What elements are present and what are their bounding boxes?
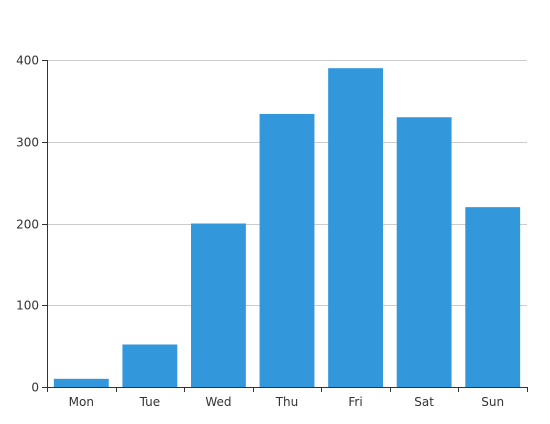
y-tick-label: 300 xyxy=(16,136,39,150)
bar-tue xyxy=(122,344,178,387)
y-tick-label: 100 xyxy=(16,299,39,313)
bar-thu xyxy=(259,113,315,387)
x-tick-label-sat: Sat xyxy=(414,395,434,409)
axes xyxy=(42,60,528,392)
x-tick-label-fri: Fri xyxy=(348,395,362,409)
x-axis-tick-labels: Mon Tue Wed Thu Fri Sat Sun xyxy=(69,395,504,409)
y-axis-tick-labels: 0 100 200 300 400 xyxy=(16,54,39,395)
x-tick-label-mon: Mon xyxy=(69,395,94,409)
y-tick-label: 400 xyxy=(16,54,39,68)
x-tick-label-wed: Wed xyxy=(205,395,231,409)
bar-series xyxy=(53,68,521,388)
y-tick-label: 200 xyxy=(16,218,39,232)
x-tick-label-thu: Thu xyxy=(275,395,299,409)
x-tick-label-tue: Tue xyxy=(139,395,161,409)
bar-sat xyxy=(396,117,452,387)
y-tick-label: 0 xyxy=(31,381,39,395)
x-tick-label-sun: Sun xyxy=(481,395,504,409)
bar-sun xyxy=(465,207,521,387)
bar-fri xyxy=(328,68,383,388)
bar-mon xyxy=(53,378,109,387)
bar-wed xyxy=(191,223,246,387)
